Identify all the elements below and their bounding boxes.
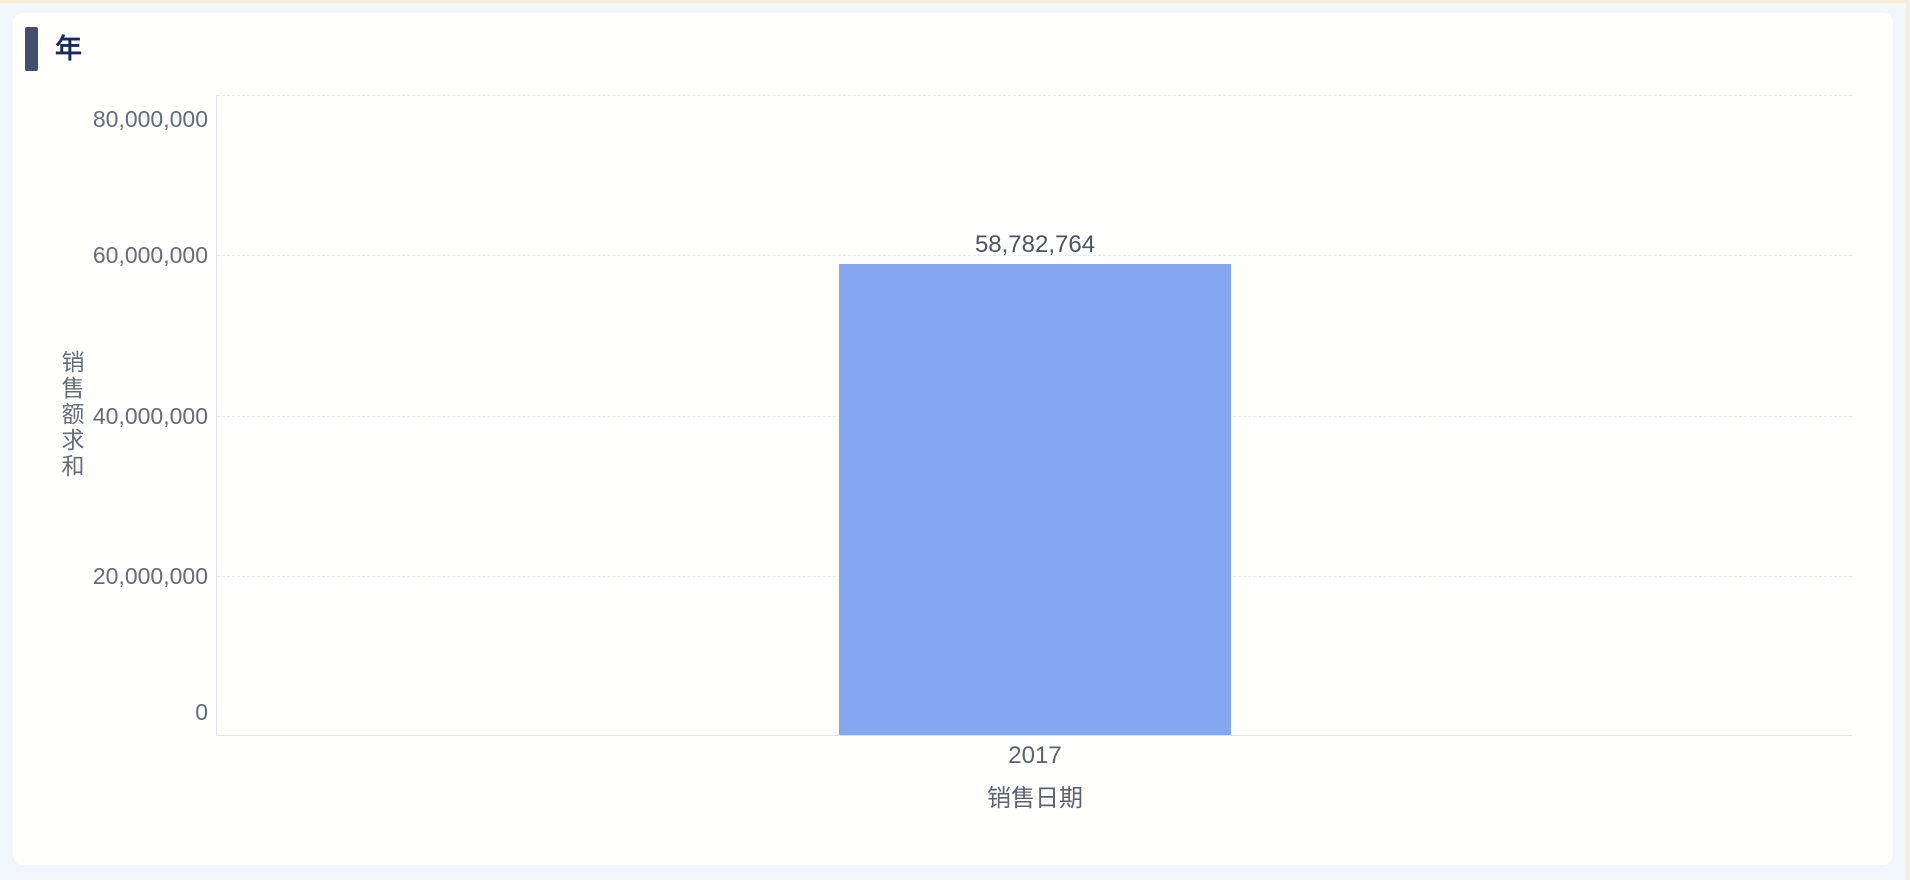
- y-tick-label: 0: [195, 699, 208, 725]
- y-tick-label: 80,000,000: [92, 106, 208, 132]
- y-gridline: [217, 95, 1852, 96]
- frame-border-right: [1906, 0, 1910, 880]
- bar-value-label: 58,782,764: [974, 231, 1096, 258]
- card-header: 年: [25, 27, 82, 71]
- y-tick-label: 60,000,000: [92, 242, 208, 269]
- frame-border-top: [0, 0, 1910, 3]
- y-tick-label: 20,000,000: [92, 562, 208, 589]
- bar-2017[interactable]: [839, 264, 1231, 735]
- title-accent-bar: [25, 27, 38, 71]
- x-tick-label: 2017: [1008, 742, 1062, 769]
- y-axis-title: 销售额求和: [58, 350, 84, 480]
- y-tick-label: 40,000,000: [92, 402, 208, 429]
- y-gridline: [217, 255, 1852, 257]
- x-axis-title: 销售日期: [987, 785, 1083, 812]
- chart-title: 年: [55, 34, 82, 64]
- plot-area: 销售额求和 0 20,000,000 40,000,000 60,000,000 80,…: [58, 95, 1852, 812]
- chart-card: 年 销售额求和 0 20,000,000 40,000,000 60,000,000 8…: [13, 13, 1893, 865]
